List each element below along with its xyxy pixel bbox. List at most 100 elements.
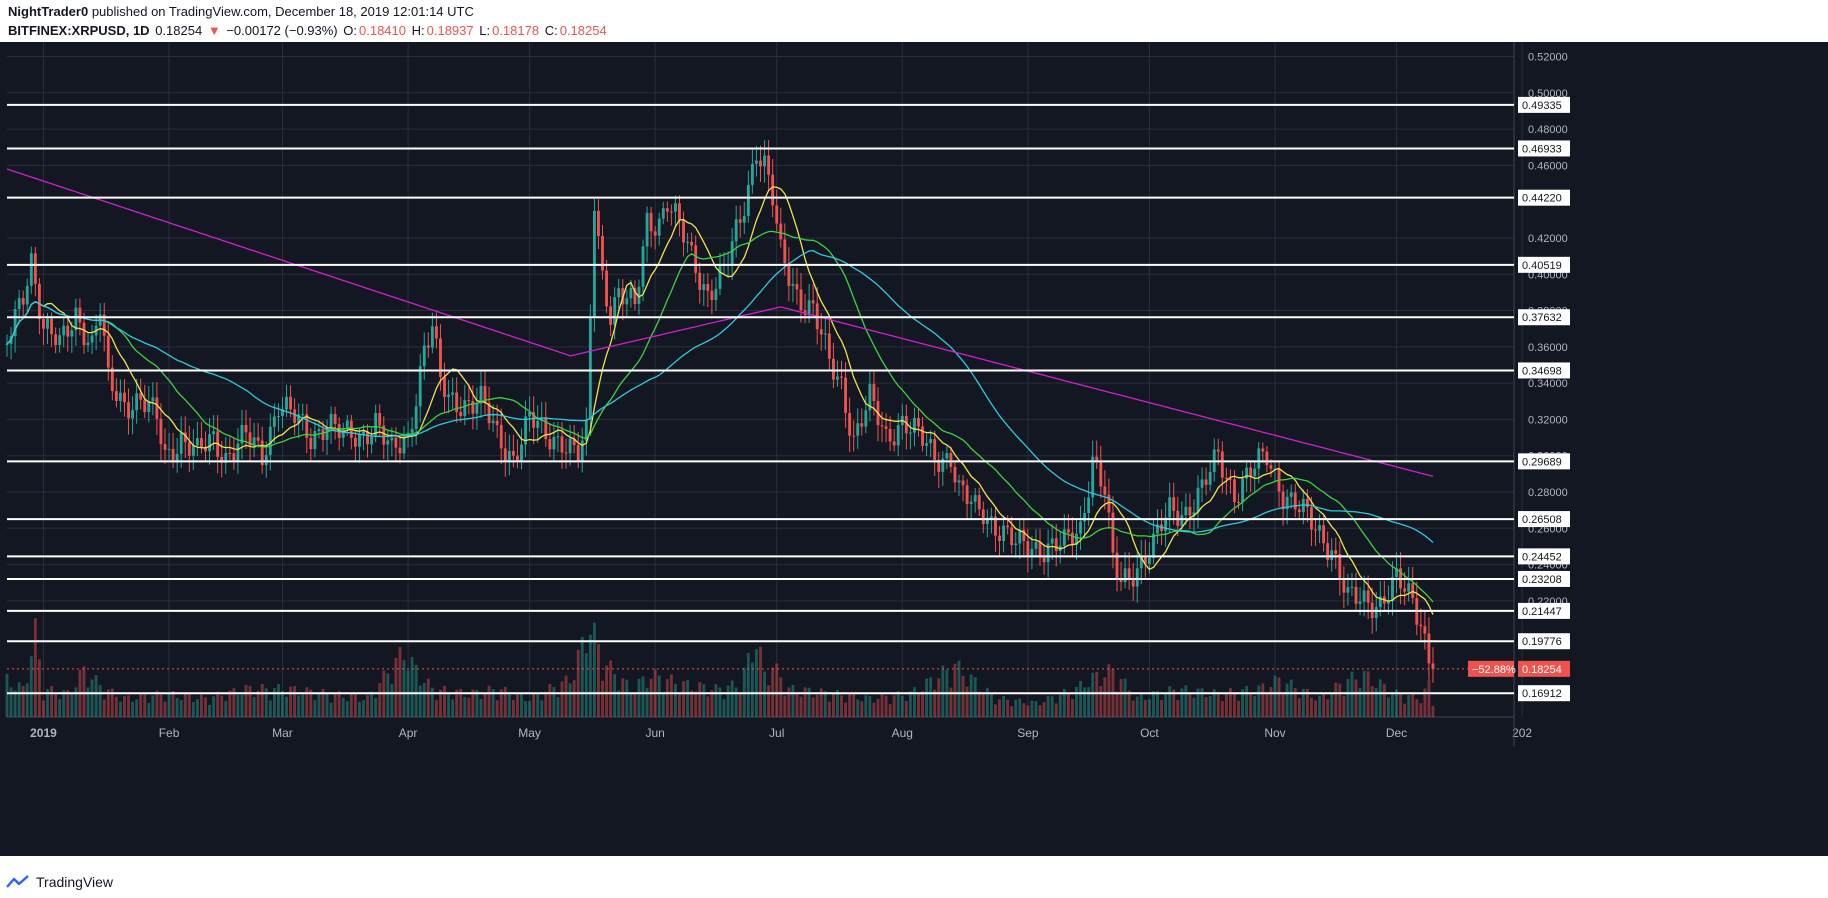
- level-tag-label: 0.46933: [1522, 143, 1562, 155]
- volume-bar: [455, 689, 459, 717]
- candle-body: [374, 413, 378, 436]
- volume-bar: [738, 693, 742, 717]
- volume-bar: [1382, 683, 1386, 717]
- candle-body: [212, 431, 216, 435]
- last-price-tag-bg: [1518, 660, 1570, 677]
- candle-body: [102, 314, 106, 336]
- candle-body: [852, 435, 856, 437]
- candle-body: [1322, 525, 1326, 544]
- volume-bar: [285, 696, 288, 717]
- candle-body: [301, 414, 305, 416]
- x-tick-label: Jun: [645, 726, 664, 740]
- candle-body: [1269, 465, 1273, 469]
- volume-bar: [467, 697, 471, 717]
- volume-bar: [443, 685, 446, 717]
- candle-body: [378, 413, 382, 426]
- volume-bar: [139, 693, 143, 717]
- level-tag-bg: [1518, 189, 1570, 206]
- volume-bar: [62, 690, 66, 717]
- candle-body: [730, 241, 734, 265]
- volume-bar: [884, 695, 888, 717]
- candle-body: [1107, 494, 1111, 513]
- symbol-label[interactable]: BITFINEX:XRPUSD, 1D: [8, 23, 150, 38]
- price-chart[interactable]: 2019 Feb Mar Apr May Jun Jul Aug Sep Oct Nov Dec 202…: [0, 42, 1828, 856]
- volume-bar: [507, 694, 511, 717]
- volume-bar: [240, 694, 244, 717]
- candle-body: [1334, 550, 1338, 554]
- volume-bar: [572, 680, 576, 717]
- candle-body: [382, 425, 386, 445]
- volume-bar: [1030, 700, 1034, 717]
- candle-body: [564, 452, 568, 454]
- volume-bar: [204, 697, 207, 717]
- candle-body: [503, 448, 507, 461]
- candle-body: [390, 437, 394, 441]
- candle-body: [1071, 532, 1074, 545]
- volume-bar: [957, 660, 961, 717]
- author-name[interactable]: NightTrader0: [8, 4, 89, 19]
- volume-bar: [13, 690, 17, 717]
- candle-body: [1378, 596, 1382, 608]
- candle-body: [1168, 497, 1172, 518]
- candle-body: [653, 231, 657, 236]
- volume-bar: [252, 696, 256, 717]
- candle-body: [256, 437, 260, 441]
- candle-body: [750, 163, 754, 185]
- candle-body: [430, 326, 434, 348]
- volume-bar: [1427, 679, 1431, 717]
- candle-body: [649, 212, 653, 232]
- candle-body: [1423, 626, 1427, 634]
- volume-bar: [799, 696, 803, 717]
- candle-body: [860, 423, 864, 427]
- volume-bar: [710, 690, 714, 717]
- candle-body: [1403, 588, 1407, 592]
- candle-body: [641, 246, 645, 287]
- volume-bar: [1034, 701, 1038, 717]
- candle-body: [459, 411, 463, 417]
- volume-bar: [1273, 675, 1277, 717]
- candle-body: [183, 432, 187, 443]
- volume-bar: [1342, 696, 1346, 717]
- candle-body: [767, 155, 771, 175]
- volume-bar: [633, 692, 637, 717]
- volume-bar: [191, 701, 195, 717]
- candle-body: [892, 441, 896, 446]
- volume-bar: [58, 699, 62, 717]
- volume-bar: [499, 689, 503, 717]
- candle-body: [25, 285, 29, 305]
- volume-bar: [390, 684, 394, 717]
- volume-bar: [1075, 686, 1078, 717]
- publish-info: published on TradingView.com, December 1…: [91, 4, 474, 19]
- y-tick-label: 0.46000: [1528, 160, 1568, 172]
- open-value: 0.18410: [359, 23, 406, 38]
- candle-body: [1050, 538, 1054, 544]
- volume-bar: [212, 696, 216, 717]
- candle-body: [1407, 583, 1411, 592]
- candle-body: [949, 453, 953, 467]
- candle-body: [455, 392, 459, 412]
- tradingview-logo-icon[interactable]: [6, 875, 30, 889]
- x-tick-label: Feb: [159, 726, 180, 740]
- volume-bar: [1419, 703, 1423, 717]
- candle-body: [742, 215, 746, 223]
- volume-bar: [98, 685, 102, 717]
- candle-body: [1419, 624, 1423, 627]
- candle-body: [309, 437, 313, 450]
- volume-bar: [621, 678, 625, 717]
- volume-bar: [1281, 694, 1285, 717]
- volume-bar: [33, 618, 37, 717]
- candle-body: [106, 335, 110, 368]
- candle-body: [171, 448, 175, 463]
- volume-bar: [1378, 679, 1382, 717]
- candle-body: [1358, 601, 1362, 604]
- candle-body: [985, 517, 989, 525]
- volume-bar: [1212, 689, 1216, 717]
- close-value: 0.18254: [559, 23, 607, 38]
- candle-body: [1257, 448, 1261, 469]
- candle-body: [151, 397, 155, 402]
- volume-bar: [576, 649, 580, 717]
- volume-bar: [414, 664, 418, 717]
- volume-bar: [880, 693, 884, 717]
- volume-bar: [702, 684, 706, 717]
- volume-bar: [1054, 703, 1058, 717]
